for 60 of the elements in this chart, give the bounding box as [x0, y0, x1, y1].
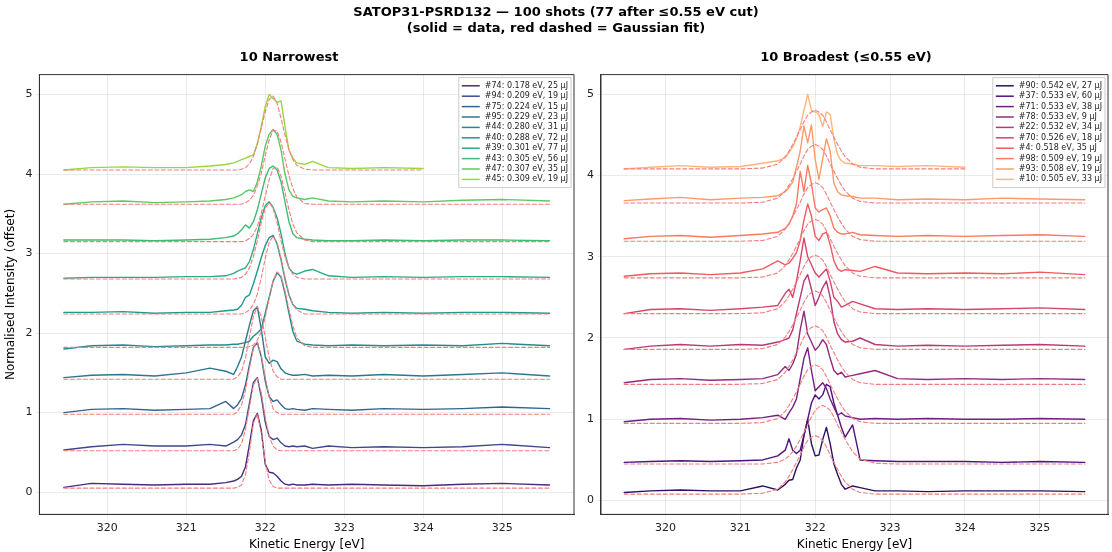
x-tick-label: 325: [491, 520, 513, 534]
x-axis-title: Kinetic Energy [eV]: [248, 536, 365, 551]
line-series: [623, 290, 1086, 350]
text: (solid = data, red dashed = Gaussian fit): [405, 20, 707, 36]
x-tick-label: 322: [254, 520, 276, 534]
y-tick-label: 4: [587, 168, 594, 182]
x-tick-label: 320: [96, 520, 118, 534]
legend-label: #44: 0.280 eV, 31 µJ: [484, 122, 568, 132]
legend-label: #95: 0.229 eV, 23 µJ: [484, 112, 568, 122]
line-series: [623, 404, 1086, 465]
y-tick-label: 2: [587, 330, 594, 344]
legend-label: #39: 0.301 eV, 77 µJ: [484, 143, 568, 153]
legend-label: #40: 0.288 eV, 72 µJ: [484, 132, 568, 142]
x-tick-label: 320: [654, 520, 676, 534]
legend-label: #74: 0.178 eV, 25 µJ: [484, 80, 568, 90]
legend-label: #98: 0.509 eV, 19 µJ: [1018, 153, 1102, 163]
legend-label: #43: 0.305 eV, 56 µJ: [484, 153, 568, 163]
chart-title: 10 Broadest (≤0.55 eV): [760, 49, 932, 65]
y-tick-label: 0: [25, 484, 33, 498]
legend-label: #75: 0.224 eV, 15 µJ: [484, 101, 568, 111]
x-tick-label: 322: [804, 520, 826, 534]
x-tick-label: 321: [729, 520, 751, 534]
x-axis-title: Kinetic Energy [eV]: [796, 536, 913, 551]
legend-label: #90: 0.542 eV, 27 µJ: [1018, 80, 1102, 90]
chart-title: 10 Narrowest: [239, 49, 339, 65]
legend-label: #10: 0.505 eV, 33 µJ: [1018, 174, 1102, 184]
legend-label: #94: 0.209 eV, 19 µJ: [484, 91, 568, 101]
line-series: [623, 325, 1086, 385]
x-tick-label: 323: [879, 520, 901, 534]
line-series: [623, 218, 1086, 279]
line-series: [623, 254, 1086, 315]
legend-label: #93: 0.508 eV, 19 µJ: [1018, 164, 1102, 174]
x-tick-label: 324: [412, 520, 434, 534]
y-tick-label: 3: [25, 246, 33, 260]
y-axis-title: Normalised Intensity (offset): [3, 208, 18, 381]
legend-label: #45: 0.309 eV, 19 µJ: [484, 174, 568, 184]
y-tick-label: 2: [25, 325, 33, 339]
legend-label: #4: 0.518 eV, 35 µJ: [1018, 143, 1097, 153]
legend-label: #70: 0.526 eV, 18 µJ: [1018, 132, 1102, 142]
y-tick-label: 1: [25, 405, 33, 419]
y-tick-label: 5: [25, 87, 33, 101]
y-tick-label: 0: [587, 493, 594, 507]
x-tick-label: 321: [175, 520, 197, 534]
text: SATOP31-PSRD132 — 100 shots (77 after ≤0.55 eV cut): [352, 4, 760, 20]
y-tick-label: 3: [587, 249, 594, 263]
line-series: [623, 435, 1086, 495]
line-series: [623, 109, 966, 170]
legend-label: #22: 0.532 eV, 34 µJ: [1018, 122, 1102, 132]
y-tick-label: 4: [25, 166, 33, 180]
line-series: [623, 364, 1086, 424]
legend-label: #71: 0.533 eV, 38 µJ: [1018, 101, 1102, 111]
x-tick-label: 325: [1029, 520, 1051, 534]
legend-label: #37: 0.533 eV, 60 µJ: [1018, 91, 1102, 101]
line-series: [623, 182, 1086, 242]
x-tick-label: 324: [954, 520, 976, 534]
y-tick-label: 5: [587, 86, 594, 100]
x-tick-label: 323: [333, 520, 355, 534]
y-tick-label: 1: [587, 412, 594, 426]
legend-label: #47: 0.307 eV, 35 µJ: [484, 164, 568, 174]
legend-label: #78: 0.533 eV, 9 µJ: [1018, 112, 1097, 122]
